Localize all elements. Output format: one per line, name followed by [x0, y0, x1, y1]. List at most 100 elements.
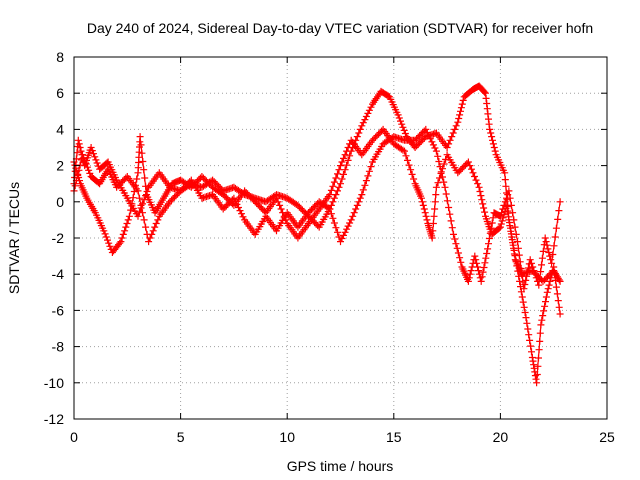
data-point [399, 123, 407, 131]
data-point [437, 168, 445, 176]
x-tick-label: 0 [70, 429, 78, 445]
data-point [341, 151, 349, 159]
data-point [511, 223, 519, 231]
data-point [472, 176, 480, 184]
data-point [362, 113, 370, 120]
y-tick-label: 4 [56, 121, 64, 137]
data-point [370, 135, 378, 143]
data-point [488, 133, 496, 141]
data-point [538, 261, 545, 269]
data-point [335, 233, 343, 241]
data-point [529, 263, 537, 271]
data-point [490, 144, 498, 151]
data-point [414, 140, 422, 148]
data-point [487, 129, 495, 137]
data-point [496, 212, 504, 220]
data-point [295, 203, 303, 211]
data-point [486, 229, 494, 237]
data-point [546, 277, 554, 285]
data-point [86, 169, 94, 177]
data-point [446, 210, 454, 218]
data-point [517, 265, 525, 272]
data-point [221, 204, 229, 211]
data-point [198, 173, 206, 180]
data-point [88, 147, 96, 155]
data-point [133, 175, 141, 183]
data-point [124, 216, 132, 224]
data-point [149, 227, 157, 235]
data-point [330, 194, 338, 202]
data-point [460, 163, 468, 171]
data-point [495, 224, 503, 232]
data-point [113, 183, 121, 191]
data-point [555, 303, 563, 311]
data-point [497, 220, 505, 228]
data-point [453, 244, 461, 252]
data-point [442, 190, 450, 198]
data-point [481, 88, 489, 96]
data-point [329, 214, 337, 222]
data-point [436, 163, 444, 171]
data-point [419, 201, 427, 209]
data-point [547, 274, 555, 282]
data-point [429, 220, 437, 227]
data-point [101, 230, 109, 238]
data-point [509, 241, 517, 249]
data-point [364, 109, 372, 117]
data-point [489, 214, 497, 222]
y-tick-label: -2 [52, 230, 65, 246]
data-point [241, 187, 249, 195]
y-tick-label: -6 [52, 302, 65, 318]
data-point [542, 298, 549, 306]
data-point [77, 147, 85, 155]
data-point [367, 103, 375, 111]
data-point [423, 216, 431, 224]
data-point [338, 158, 346, 166]
data-point [440, 160, 448, 168]
data-point [486, 125, 494, 133]
data-point [443, 144, 451, 151]
data-point [259, 206, 267, 214]
data-point [524, 268, 531, 276]
data-point [294, 201, 302, 209]
data-point [457, 166, 465, 174]
data-point [137, 141, 145, 149]
data-point [413, 142, 421, 150]
data-point [134, 187, 142, 195]
data-point [104, 236, 111, 244]
data-point [447, 217, 455, 225]
data-point [518, 293, 526, 301]
data-point [430, 212, 438, 220]
data-point [522, 314, 530, 322]
data-point [446, 136, 454, 144]
data-point [356, 194, 364, 202]
data-point [276, 201, 284, 209]
data-point [341, 228, 349, 236]
data-point [353, 133, 361, 141]
data-point [466, 162, 474, 170]
data-point [225, 199, 233, 207]
data-point [248, 195, 256, 203]
data-point [469, 169, 477, 177]
data-point [106, 242, 114, 250]
series-track-3 [70, 125, 564, 293]
data-point [439, 173, 446, 181]
data-point [457, 258, 465, 266]
data-point [327, 210, 335, 218]
data-point [105, 239, 113, 247]
data-point [204, 179, 212, 187]
data-point [151, 223, 159, 231]
data-point [199, 174, 207, 182]
data-point [501, 169, 509, 177]
data-point [538, 316, 546, 324]
data-point [169, 195, 177, 203]
data-point [138, 149, 146, 157]
data-point [475, 267, 482, 275]
data-point [423, 129, 431, 136]
data-point [365, 106, 373, 114]
data-point [119, 177, 127, 185]
data-point [224, 200, 232, 208]
data-point [450, 230, 457, 238]
data-point [422, 212, 430, 220]
data-point [524, 264, 532, 272]
